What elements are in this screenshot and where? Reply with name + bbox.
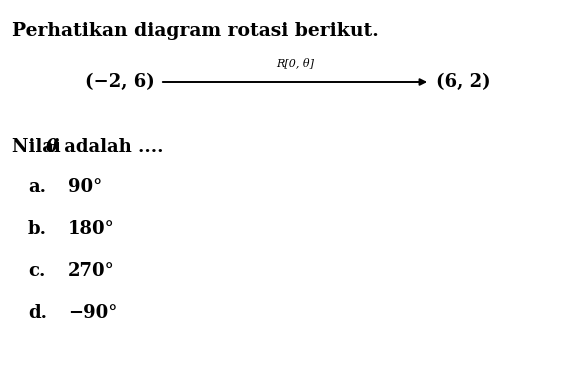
Text: a.: a. (28, 178, 46, 196)
Text: Nilai: Nilai (12, 138, 67, 156)
Text: d.: d. (28, 304, 47, 322)
Text: R[0, θ]: R[0, θ] (276, 57, 314, 68)
Text: b.: b. (28, 220, 47, 238)
Text: 90°: 90° (68, 178, 102, 196)
Text: 180°: 180° (68, 220, 115, 238)
Text: adalah ....: adalah .... (58, 138, 164, 156)
Text: Perhatikan diagram rotasi berikut.: Perhatikan diagram rotasi berikut. (12, 22, 379, 40)
Text: (−2, 6): (−2, 6) (85, 73, 155, 91)
Text: θ: θ (46, 138, 58, 156)
Text: (6, 2): (6, 2) (436, 73, 491, 91)
Text: c.: c. (28, 262, 46, 280)
Text: 270°: 270° (68, 262, 115, 280)
Text: −90°: −90° (68, 304, 117, 322)
